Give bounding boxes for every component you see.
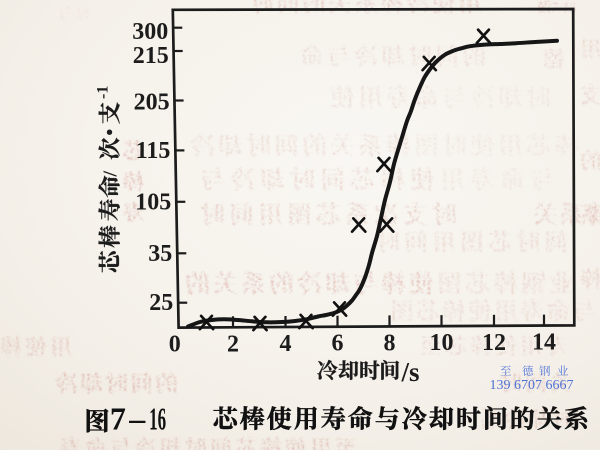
svg-text:10: 10 — [430, 330, 454, 356]
svg-text:–: – — [128, 401, 146, 437]
svg-text:8: 8 — [384, 330, 396, 356]
svg-text:139 6707 6667: 139 6707 6667 — [490, 378, 574, 393]
svg-text:-1: -1 — [95, 86, 112, 99]
svg-text:35: 35 — [148, 241, 172, 267]
svg-text:25: 25 — [149, 290, 173, 316]
svg-text:6: 6 — [332, 331, 344, 357]
svg-text:12: 12 — [482, 330, 506, 356]
svg-text:0: 0 — [169, 332, 181, 358]
svg-text:115: 115 — [136, 138, 171, 164]
svg-text:105: 105 — [135, 189, 171, 215]
svg-text:16: 16 — [149, 401, 166, 437]
svg-text:205: 205 — [134, 90, 170, 116]
svg-text:7: 7 — [110, 401, 126, 437]
svg-text:/: / — [100, 171, 122, 178]
svg-text:14: 14 — [532, 330, 556, 356]
svg-text:/s: /s — [401, 357, 420, 387]
svg-text:4: 4 — [280, 331, 292, 357]
svg-text:2: 2 — [227, 331, 239, 357]
svg-text:215: 215 — [133, 43, 169, 69]
svg-text:300: 300 — [132, 19, 168, 45]
